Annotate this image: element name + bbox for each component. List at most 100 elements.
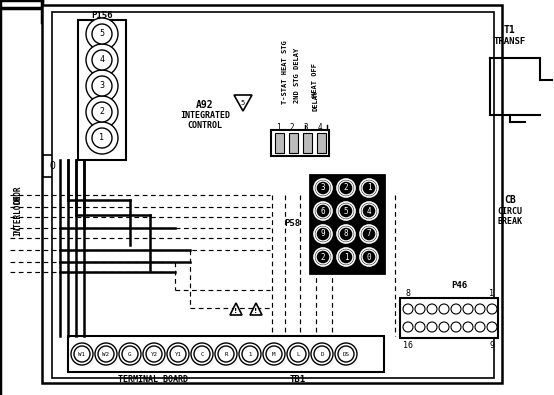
Text: CB: CB <box>504 195 516 205</box>
Bar <box>52 12 494 378</box>
Circle shape <box>86 70 118 102</box>
Text: T1: T1 <box>504 25 516 35</box>
Circle shape <box>316 204 330 218</box>
Text: 2: 2 <box>343 184 348 192</box>
Text: W2: W2 <box>102 352 110 357</box>
Text: 3: 3 <box>304 122 309 132</box>
Text: 16: 16 <box>403 340 413 350</box>
Text: 7: 7 <box>367 229 371 239</box>
Text: 4: 4 <box>317 122 322 132</box>
Circle shape <box>316 250 330 264</box>
Text: Y2: Y2 <box>151 352 157 357</box>
Text: INTEGRATED: INTEGRATED <box>180 111 230 120</box>
Text: 8: 8 <box>343 229 348 239</box>
Text: P58: P58 <box>284 220 300 228</box>
Bar <box>289 133 298 153</box>
Bar <box>310 175 384 273</box>
Circle shape <box>314 202 332 220</box>
Circle shape <box>98 346 114 362</box>
Circle shape <box>92 50 112 70</box>
Circle shape <box>339 227 353 241</box>
Circle shape <box>146 346 162 362</box>
Polygon shape <box>250 303 262 315</box>
Text: P46: P46 <box>451 282 467 290</box>
Circle shape <box>451 304 461 314</box>
Text: !: ! <box>234 308 238 314</box>
Circle shape <box>475 322 485 332</box>
Circle shape <box>362 227 376 241</box>
Bar <box>317 133 326 153</box>
Text: O: O <box>49 161 55 171</box>
Circle shape <box>311 343 333 365</box>
Text: 5: 5 <box>343 207 348 216</box>
Text: 2: 2 <box>321 252 325 261</box>
Circle shape <box>451 322 461 332</box>
Circle shape <box>427 322 437 332</box>
Circle shape <box>218 346 234 362</box>
Text: 1: 1 <box>276 122 280 132</box>
Circle shape <box>339 250 353 264</box>
Circle shape <box>242 346 258 362</box>
Polygon shape <box>230 303 242 315</box>
Text: 4: 4 <box>367 207 371 216</box>
Text: Y1: Y1 <box>175 352 182 357</box>
Text: W1: W1 <box>79 352 85 357</box>
Text: TERMINAL BOARD: TERMINAL BOARD <box>118 376 188 384</box>
Circle shape <box>463 322 473 332</box>
Text: 2: 2 <box>100 107 105 117</box>
Text: C: C <box>200 352 204 357</box>
Circle shape <box>266 346 282 362</box>
Text: 6: 6 <box>321 207 325 216</box>
Circle shape <box>337 225 355 243</box>
Circle shape <box>487 322 497 332</box>
Bar <box>42 5 502 383</box>
Circle shape <box>167 343 189 365</box>
Circle shape <box>194 346 210 362</box>
Text: TB1: TB1 <box>290 376 306 384</box>
Circle shape <box>92 102 112 122</box>
Circle shape <box>86 18 118 50</box>
Circle shape <box>143 343 165 365</box>
Text: R: R <box>224 352 228 357</box>
Text: CIRCU: CIRCU <box>497 207 522 216</box>
Circle shape <box>316 181 330 195</box>
Circle shape <box>316 227 330 241</box>
Bar <box>78 20 126 160</box>
Circle shape <box>86 96 118 128</box>
Circle shape <box>290 346 306 362</box>
Circle shape <box>86 44 118 76</box>
Circle shape <box>362 181 376 195</box>
Circle shape <box>119 343 141 365</box>
Text: TRANSF: TRANSF <box>494 38 526 47</box>
Text: CONTROL: CONTROL <box>187 122 223 130</box>
Text: L: L <box>296 352 300 357</box>
Circle shape <box>287 343 309 365</box>
Circle shape <box>339 181 353 195</box>
Text: DELAY: DELAY <box>312 89 318 111</box>
Text: HEAT OFF: HEAT OFF <box>312 63 318 97</box>
Text: DOOR: DOOR <box>13 186 23 204</box>
Circle shape <box>362 250 376 264</box>
Bar <box>68 336 384 372</box>
Text: 5: 5 <box>241 100 245 106</box>
Circle shape <box>314 346 330 362</box>
Circle shape <box>360 202 378 220</box>
Circle shape <box>339 204 353 218</box>
Circle shape <box>215 343 237 365</box>
Text: 8: 8 <box>406 288 411 297</box>
Text: 4: 4 <box>100 56 105 64</box>
Circle shape <box>122 346 138 362</box>
Circle shape <box>487 304 497 314</box>
Circle shape <box>403 304 413 314</box>
Polygon shape <box>234 95 252 111</box>
Circle shape <box>74 346 90 362</box>
Text: !: ! <box>254 308 258 314</box>
Bar <box>43 155 61 177</box>
Circle shape <box>314 225 332 243</box>
Text: 9: 9 <box>321 229 325 239</box>
Text: D: D <box>320 352 324 357</box>
Circle shape <box>337 202 355 220</box>
Circle shape <box>95 343 117 365</box>
Circle shape <box>170 346 186 362</box>
Circle shape <box>239 343 261 365</box>
